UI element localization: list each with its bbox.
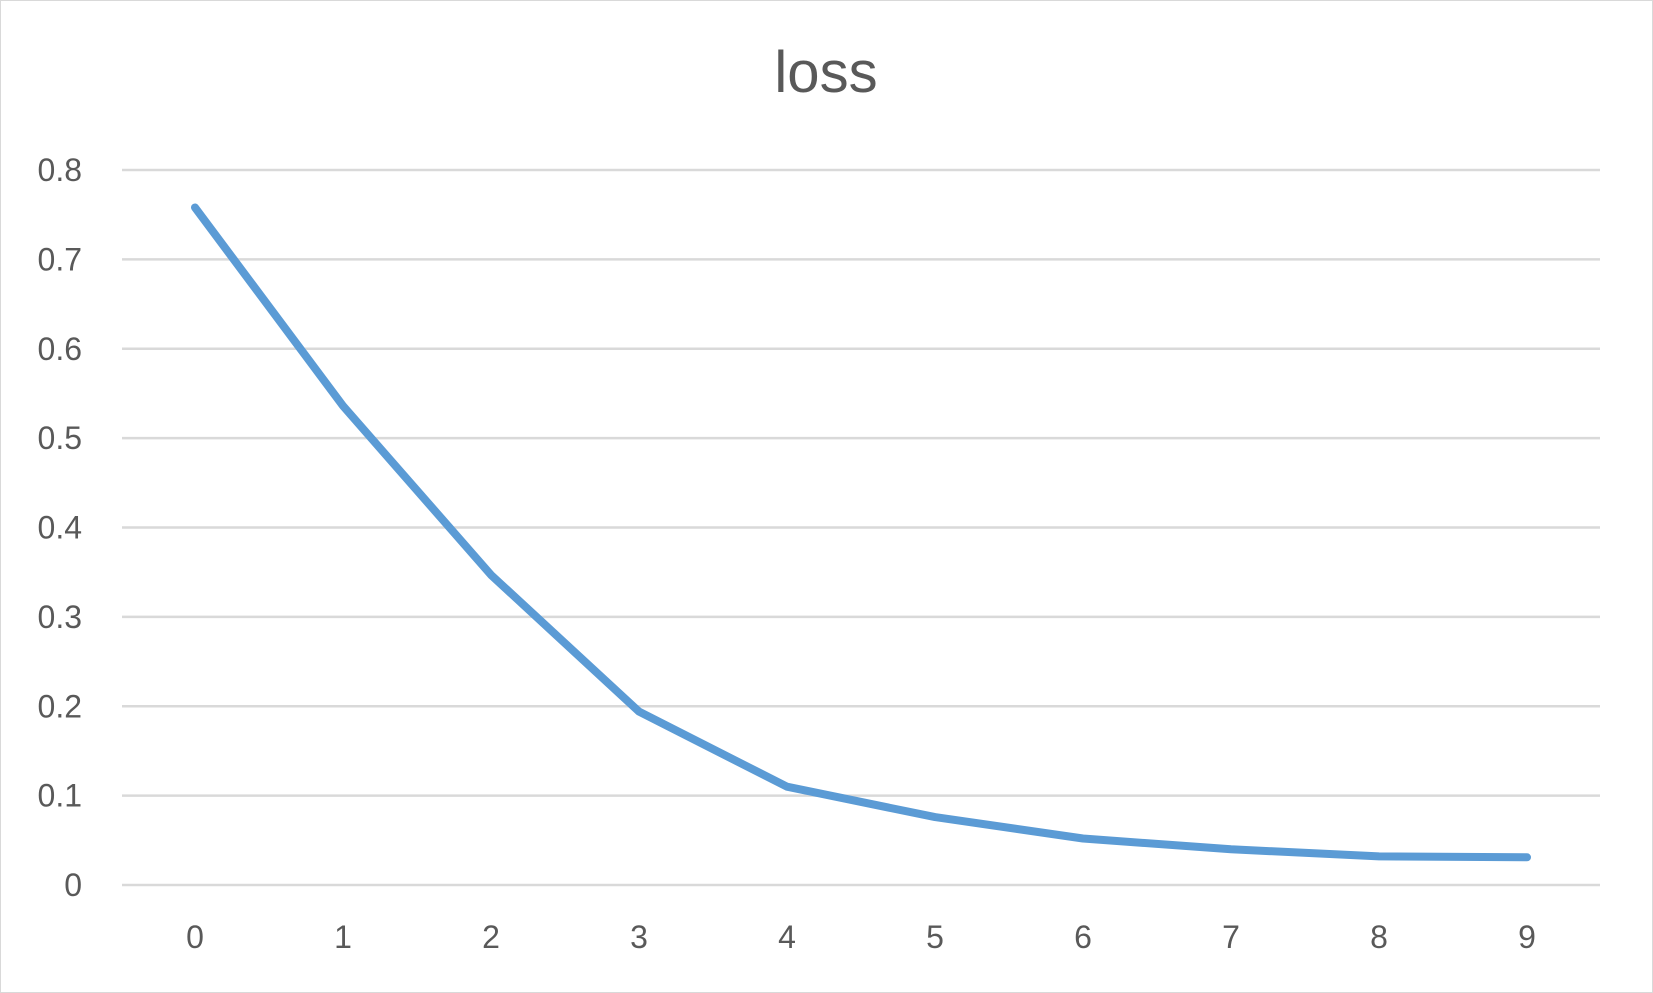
y-tick-label: 0 [64, 867, 82, 903]
x-tick-label: 3 [630, 919, 648, 955]
chart-title: loss [774, 40, 877, 105]
y-tick-label: 0.5 [38, 420, 82, 456]
x-tick-label: 1 [334, 919, 352, 955]
x-tick-label: 7 [1222, 919, 1240, 955]
y-tick-label: 0.4 [38, 510, 82, 546]
series-line-0 [191, 203, 1531, 862]
y-tick-labels: 0 0.1 0.2 0.3 0.4 0.5 0.6 0.7 0.8 [38, 152, 82, 903]
y-tick-label: 0.8 [38, 152, 82, 188]
y-tick-label: 0.3 [38, 599, 82, 635]
grid-lines [122, 168, 1600, 887]
x-tick-label: 2 [482, 919, 500, 955]
x-tick-labels: 0 1 2 3 4 5 6 7 8 9 [186, 919, 1536, 955]
y-tick-label: 0.1 [38, 778, 82, 814]
x-tick-label: 4 [778, 919, 796, 955]
y-tick-label: 0.7 [38, 241, 82, 277]
x-tick-label: 5 [926, 919, 944, 955]
x-tick-label: 6 [1074, 919, 1092, 955]
x-tick-label: 8 [1370, 919, 1388, 955]
y-tick-label: 0.6 [38, 331, 82, 367]
series-layer [191, 203, 1531, 862]
x-tick-label: 9 [1518, 919, 1536, 955]
y-tick-label: 0.2 [38, 688, 82, 724]
x-tick-label: 0 [186, 919, 204, 955]
